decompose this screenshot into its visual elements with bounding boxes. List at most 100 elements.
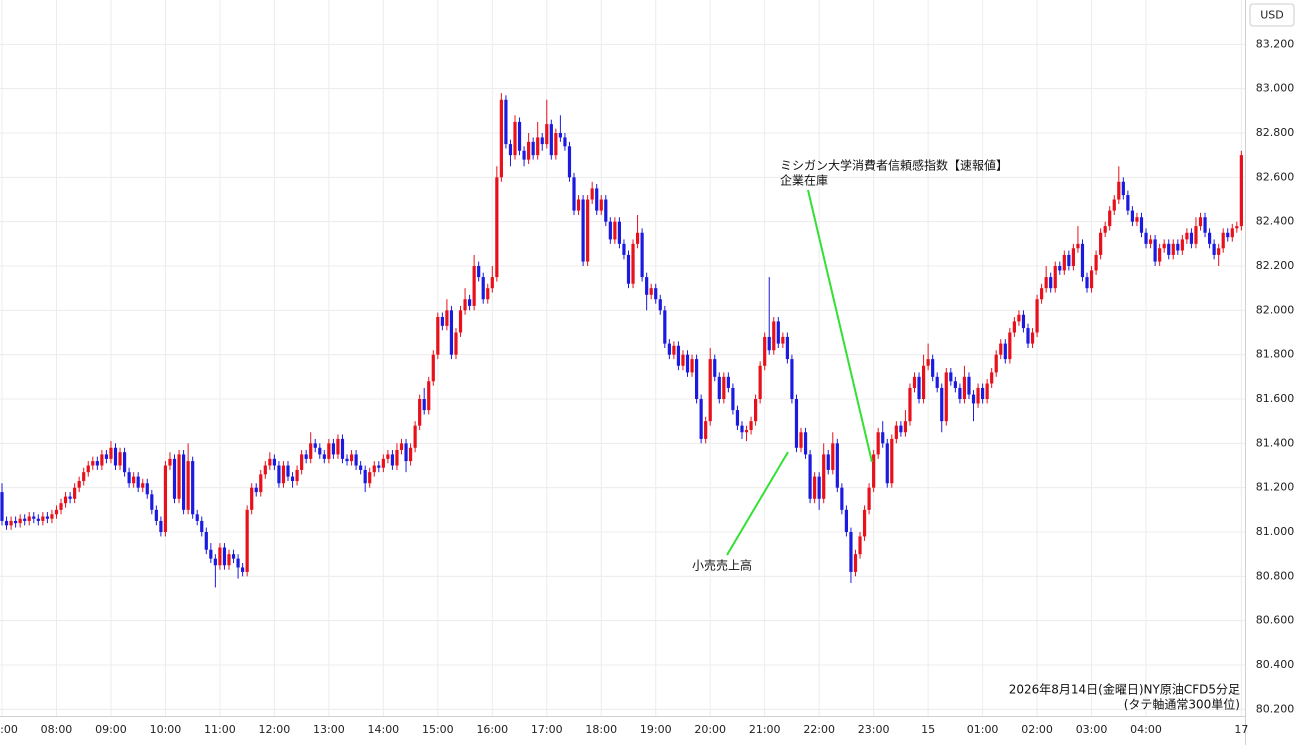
candle-body bbox=[576, 199, 581, 211]
candle-body bbox=[1040, 288, 1044, 300]
candle-body bbox=[23, 518, 27, 521]
candle-body bbox=[259, 474, 263, 493]
y-tick-label: 81.000 bbox=[1256, 525, 1295, 538]
candle-body bbox=[1221, 232, 1225, 249]
candle-body bbox=[254, 487, 258, 493]
x-tick-label: 12:00 bbox=[259, 723, 291, 736]
candle-body bbox=[649, 288, 653, 295]
candle-body bbox=[463, 299, 467, 311]
candle-body bbox=[73, 487, 77, 499]
candle-body bbox=[1026, 328, 1030, 344]
candle-body bbox=[1139, 217, 1144, 233]
candle-body bbox=[1058, 266, 1062, 271]
y-tick-label: 83.000 bbox=[1256, 82, 1295, 95]
candle-body bbox=[781, 336, 785, 344]
candle-body bbox=[467, 299, 472, 306]
candle-body bbox=[994, 354, 998, 373]
candle-body bbox=[744, 430, 749, 433]
candle-body bbox=[608, 221, 612, 240]
candle-body bbox=[268, 458, 272, 466]
candle-body bbox=[894, 425, 898, 439]
candle-body bbox=[209, 549, 213, 559]
candle-body bbox=[1062, 254, 1066, 271]
candle-body bbox=[68, 496, 72, 499]
candle-body bbox=[858, 536, 862, 555]
candle-body bbox=[790, 359, 794, 400]
candle-body bbox=[803, 432, 808, 455]
candle-body bbox=[181, 454, 186, 510]
candle-body bbox=[694, 359, 699, 400]
candle-body bbox=[794, 399, 799, 448]
candle-body bbox=[1135, 217, 1139, 222]
candle-body bbox=[163, 465, 168, 533]
candle-body bbox=[109, 447, 113, 459]
candle-body bbox=[999, 343, 1003, 355]
candle-body bbox=[177, 454, 181, 499]
candle-body bbox=[658, 299, 662, 311]
candle-body bbox=[363, 469, 367, 484]
candle-body bbox=[1226, 232, 1230, 238]
candle-body bbox=[545, 124, 549, 145]
candle-body bbox=[971, 394, 976, 404]
candle-body bbox=[1203, 217, 1207, 233]
candle-body bbox=[0, 492, 4, 521]
candle-body bbox=[200, 520, 204, 533]
candle-body bbox=[390, 454, 395, 466]
candle-body bbox=[676, 345, 681, 366]
x-tick-label: 19:00 bbox=[640, 723, 672, 736]
candle-body bbox=[527, 141, 531, 160]
y-tick-label: 82.200 bbox=[1256, 259, 1295, 272]
candle-body bbox=[213, 558, 217, 566]
candle-body bbox=[218, 547, 222, 566]
candle-body bbox=[36, 518, 40, 521]
candle-body bbox=[1030, 332, 1035, 344]
x-tick-label: 08:00 bbox=[41, 723, 73, 736]
candle-body bbox=[472, 266, 476, 306]
candle-body bbox=[1126, 195, 1130, 211]
candle-body bbox=[1130, 210, 1135, 222]
candle-body bbox=[1008, 332, 1012, 360]
candle-body bbox=[763, 336, 767, 366]
candle-body bbox=[1112, 199, 1116, 211]
candle-body bbox=[908, 387, 912, 422]
candle-body bbox=[272, 458, 276, 466]
candle-body bbox=[581, 199, 585, 262]
candle-body bbox=[495, 177, 499, 278]
candle-body bbox=[622, 243, 626, 255]
candle-body bbox=[449, 310, 454, 355]
candle-body bbox=[663, 310, 667, 344]
candle-body bbox=[300, 454, 304, 470]
candle-body bbox=[1176, 243, 1180, 251]
annotation: ミシガン大学消費者信頼感指数【速報値】 bbox=[780, 158, 1008, 173]
candle-body bbox=[427, 381, 431, 411]
candle-body bbox=[681, 354, 685, 366]
candle-body bbox=[980, 387, 985, 400]
y-tick-label: 80.800 bbox=[1256, 569, 1295, 582]
candle-body bbox=[844, 509, 849, 533]
candle-body bbox=[431, 354, 435, 382]
candle-body bbox=[231, 554, 236, 559]
candle-body bbox=[726, 376, 730, 388]
candle-body bbox=[1089, 270, 1094, 289]
candle-body bbox=[508, 144, 513, 156]
candle-body bbox=[132, 476, 136, 484]
candle-body bbox=[1017, 314, 1021, 322]
candle-body bbox=[100, 454, 104, 466]
candle-body bbox=[931, 359, 935, 377]
candle-body bbox=[926, 359, 930, 366]
candle-body bbox=[604, 199, 608, 222]
candle-body bbox=[1067, 254, 1071, 267]
candle-body bbox=[749, 421, 753, 431]
candle-body bbox=[540, 137, 544, 145]
candle-body bbox=[1103, 226, 1107, 233]
candle-body bbox=[1207, 232, 1212, 244]
candle-body bbox=[876, 432, 880, 455]
candle-body bbox=[899, 425, 903, 433]
candle-body bbox=[290, 476, 295, 482]
candle-body bbox=[731, 387, 735, 411]
x-tick-label: 09:00 bbox=[95, 723, 127, 736]
candle-body bbox=[685, 354, 690, 373]
x-tick-label: 13:00 bbox=[313, 723, 345, 736]
candle-body bbox=[690, 359, 694, 373]
